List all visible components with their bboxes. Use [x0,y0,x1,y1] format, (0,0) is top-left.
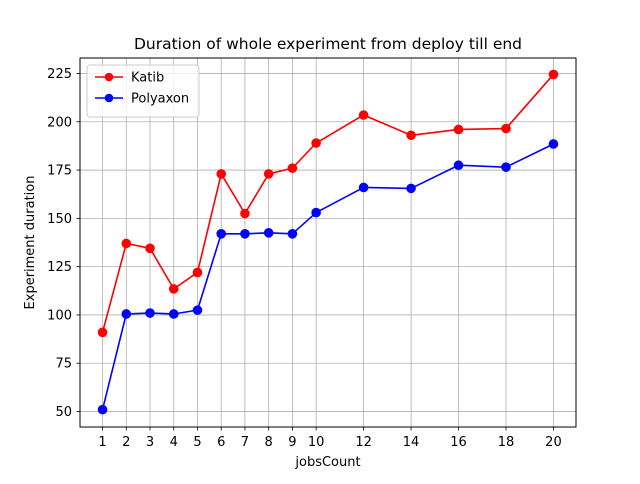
series-layer [97,69,559,415]
data-point-polyaxon [287,229,298,239]
ticks-layer: 1 2 3 4 5 6 7 8 9 10 12 14 16 18 205075100125150175200… [47,67,562,450]
legend-item-katib: Katib [95,71,164,86]
data-point-katib [406,130,416,141]
y-tick-label: 75 [55,357,72,372]
legend-items: Katib Polyaxon [95,71,189,107]
x-tick-label: 12 [355,435,372,450]
data-point-polyaxon [548,139,559,149]
y-tick-label: 100 [47,308,72,323]
x-tick-label: 8 [265,435,273,450]
x-tick-label: 1 [98,435,106,450]
data-point-polyaxon [216,229,227,239]
data-point-polyaxon [192,305,203,315]
y-axis-label: Experiment duration [23,176,38,310]
data-point-polyaxon [263,228,274,238]
x-tick-label: 3 [146,435,154,450]
legend-item-polyaxon: Polyaxon [95,92,189,107]
data-point-katib [121,238,132,249]
x-tick-label: 7 [241,435,249,450]
x-axis-label: jobsCount [294,455,360,470]
data-point-katib [358,110,369,120]
x-tick-label: 16 [450,435,467,450]
data-point-polyaxon [240,229,250,239]
data-point-katib [501,123,511,134]
data-point-polyaxon [145,308,155,318]
data-point-katib [168,284,179,294]
y-tick-label: 175 [47,164,72,179]
x-tick-label: 5 [193,435,201,450]
y-tick-label: 125 [47,260,72,275]
data-point-polyaxon [453,160,464,171]
data-point-katib [287,163,298,173]
data-point-polyaxon [311,207,321,218]
data-point-katib [145,243,155,254]
data-point-polyaxon [121,309,132,319]
x-tick-label: 14 [403,435,420,450]
series-polyaxon [97,139,559,415]
y-tick-label: 50 [55,405,72,420]
data-point-polyaxon [168,309,179,319]
x-tick-label: 18 [498,435,515,450]
y-tick-label: 200 [47,115,72,130]
x-tick-label: 6 [217,435,225,450]
legend-marker-katib [104,72,114,82]
data-point-katib [453,124,464,135]
y-tick-label: 150 [47,212,72,227]
data-point-katib [311,138,321,148]
x-tick-label: 10 [308,435,325,450]
series-katib [97,69,559,338]
legend-box [86,64,200,118]
data-point-polyaxon [501,162,511,172]
y-tick-label: 225 [47,67,72,82]
data-point-polyaxon [97,404,108,415]
data-point-katib [548,69,559,80]
x-tick-label: 4 [170,435,178,450]
data-point-polyaxon [406,183,416,194]
data-point-katib [263,169,274,179]
x-tick-label: 2 [122,435,130,450]
data-point-katib [97,327,108,338]
legend-marker-polyaxon [104,93,114,103]
chart-title: Duration of whole experiment from deploy… [134,35,522,53]
x-tick-label: 20 [545,435,562,450]
legend-label-katib: Katib [131,71,164,86]
legend-label-polyaxon: Polyaxon [131,92,189,107]
axes-frame [79,57,577,428]
grid-layer [80,58,576,427]
legend: Katib Polyaxon [86,64,200,118]
x-tick-label: 9 [288,435,296,450]
data-point-katib [192,267,203,278]
data-point-katib [240,208,250,219]
data-point-polyaxon [358,182,369,193]
data-point-katib [216,169,227,179]
